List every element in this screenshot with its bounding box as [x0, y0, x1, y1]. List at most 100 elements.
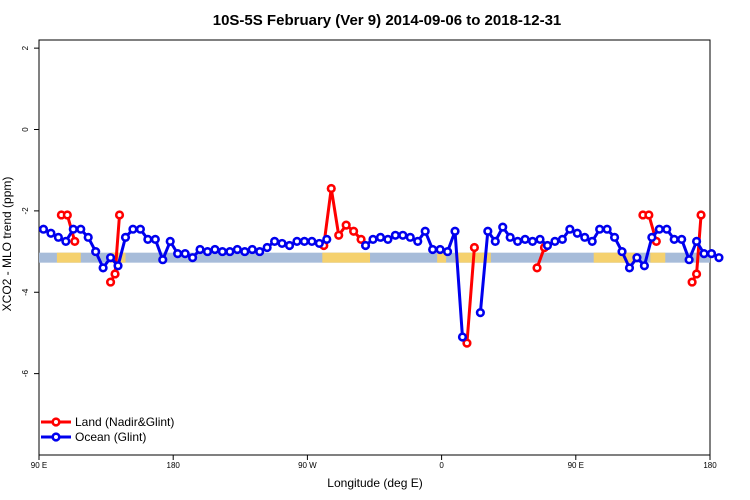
- ocean-point: [624, 263, 635, 273]
- ocean-point: [113, 261, 123, 271]
- land-band-6: [650, 252, 666, 263]
- ocean-point: [240, 246, 250, 257]
- ocean-point: [135, 224, 145, 234]
- ocean-point: [173, 249, 183, 259]
- x-tick-label: 90 W: [298, 461, 317, 470]
- ocean-point: [98, 263, 108, 273]
- ocean-point: [527, 236, 538, 246]
- ocean-point: [475, 307, 485, 318]
- ocean-point: [442, 246, 453, 257]
- land-point: [70, 236, 80, 246]
- x-tick-label: 180: [703, 461, 717, 470]
- land-point: [687, 277, 697, 287]
- ocean-point: [520, 234, 530, 244]
- ocean-point: [277, 238, 287, 249]
- ocean-point: [383, 234, 393, 244]
- ocean-point: [390, 230, 400, 240]
- legend-ocean-label: Ocean (Glint): [75, 430, 146, 444]
- ocean-point: [595, 224, 605, 234]
- ocean-point: [609, 232, 620, 242]
- ocean-point: [91, 246, 101, 257]
- ocean-point: [457, 332, 468, 342]
- y-tick-label: -2: [21, 207, 30, 215]
- ocean-point: [269, 236, 280, 246]
- ocean-point: [572, 228, 582, 238]
- ocean-point: [217, 246, 228, 257]
- ocean-point: [76, 224, 86, 234]
- ocean-point: [490, 236, 500, 246]
- ocean-point: [587, 236, 597, 246]
- land-band-5: [593, 252, 636, 263]
- ocean-point: [360, 240, 371, 251]
- land-point: [532, 263, 542, 273]
- plot-frame: [38, 39, 711, 456]
- legend: Land (Nadir&Glint)Ocean (Glint): [41, 415, 174, 444]
- ocean-point: [647, 232, 657, 242]
- land-series-line: [465, 247, 476, 344]
- ocean-point: [299, 236, 310, 246]
- ocean-point: [322, 234, 332, 244]
- ocean-point: [691, 236, 702, 246]
- x-axis-label: Longitude (deg E): [327, 476, 422, 490]
- x-tick-label: 90 E: [31, 461, 47, 470]
- ocean-point: [202, 246, 213, 257]
- ocean-point: [150, 234, 160, 244]
- ocean-point: [307, 236, 317, 246]
- y-axis-label: XCO2 - MLO trend (ppm): [0, 177, 14, 312]
- land-point: [114, 210, 125, 220]
- chart-title: 10S-5S February (Ver 9) 2014-09-06 to 20…: [213, 12, 562, 29]
- land-band-2: [322, 252, 371, 263]
- ocean-point: [255, 246, 265, 257]
- y-tick-label: 0: [21, 127, 30, 132]
- ocean-point: [68, 224, 78, 234]
- ocean-point: [557, 234, 567, 244]
- land-point: [696, 210, 706, 220]
- land-ocean-band: [39, 252, 710, 263]
- legend-land-label: Land (Nadir&Glint): [75, 415, 174, 429]
- ocean-point: [483, 226, 493, 236]
- land-point: [462, 338, 472, 348]
- ocean-point: [187, 253, 198, 263]
- ocean-point: [53, 232, 63, 242]
- ocean-point: [83, 232, 93, 242]
- ocean-point: [38, 224, 49, 234]
- ocean-point: [450, 226, 460, 236]
- land-point: [334, 230, 344, 240]
- x-tick-label: 0: [439, 461, 444, 470]
- y-tick-label: -6: [21, 370, 30, 378]
- x-tick-label: 180: [167, 461, 181, 470]
- ocean-point: [46, 228, 56, 238]
- ocean-point: [368, 234, 378, 244]
- ocean-point: [247, 244, 257, 255]
- land-band-3: [437, 252, 447, 263]
- y-tick-label: -4: [21, 288, 30, 296]
- y-axis: 2 0 -2 -4 -6: [21, 45, 39, 377]
- land-point: [62, 210, 72, 220]
- ocean-point: [677, 234, 687, 244]
- land-point: [326, 183, 336, 194]
- ocean-point: [706, 249, 717, 259]
- land-point: [341, 220, 351, 230]
- ocean-point: [120, 232, 131, 242]
- ocean-point: [435, 244, 445, 255]
- ocean-point: [262, 242, 272, 253]
- ocean-point: [542, 240, 553, 251]
- ocean-point: [639, 261, 649, 271]
- land-band-1: [110, 252, 126, 263]
- ocean-point: [513, 236, 523, 246]
- ocean-point: [232, 244, 242, 255]
- ocean-point: [405, 232, 415, 242]
- land-point: [691, 269, 702, 279]
- land-band-0: [56, 252, 81, 263]
- ocean-point: [662, 224, 672, 234]
- ocean-point: [375, 232, 386, 242]
- ocean-point: [602, 224, 612, 234]
- ocean-band: [39, 252, 710, 263]
- legend-land-marker: [51, 417, 61, 427]
- ocean-point: [314, 238, 324, 249]
- ocean-point: [143, 234, 153, 244]
- plot-area: [38, 183, 724, 348]
- x-axis: 90 E 180 90 W 0 90 E 180: [31, 455, 717, 470]
- ocean-point: [61, 236, 71, 246]
